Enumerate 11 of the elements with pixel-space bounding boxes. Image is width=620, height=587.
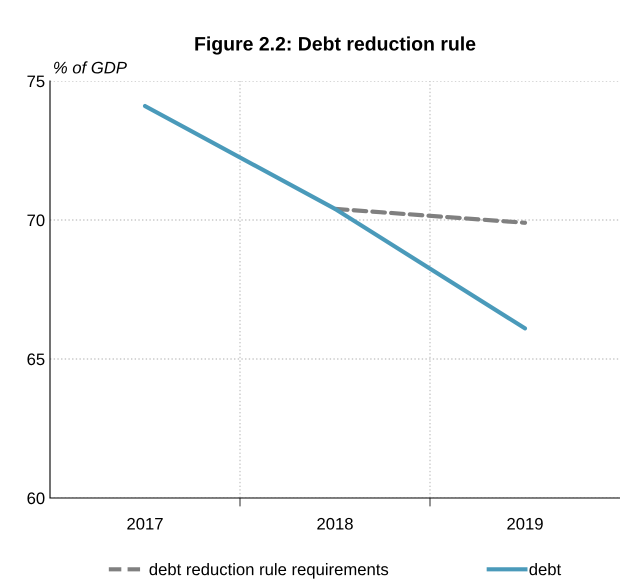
x-tick-label: 2017 — [127, 518, 163, 530]
y-axis-title: % of GDP — [54, 61, 127, 74]
y-tick-label: 70 — [27, 214, 44, 226]
legend-label: debt reduction rule requirements — [150, 563, 388, 579]
y-tick-label: 65 — [27, 353, 44, 366]
x-tick-label: 2019 — [507, 518, 543, 530]
legend-label: debt — [529, 563, 562, 576]
y-tick-label: 60 — [27, 492, 44, 504]
y-tick-label: 75 — [27, 76, 44, 88]
chart-title: Figure 2.2: Debt reduction rule — [195, 36, 476, 55]
x-tick-label: 2018 — [317, 518, 353, 530]
